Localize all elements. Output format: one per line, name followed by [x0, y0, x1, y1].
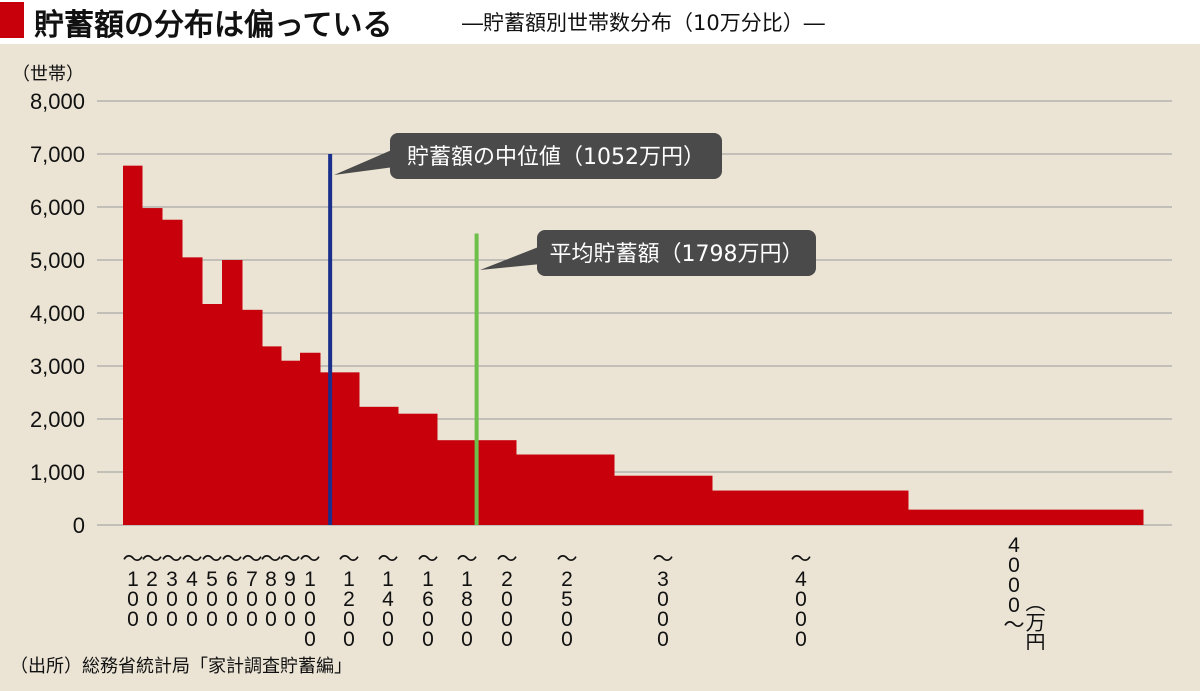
histogram-bar: [614, 475, 713, 525]
x-tick-label: 〜 4 0 0: [182, 548, 203, 631]
callout-box: [390, 133, 722, 179]
y-tick-labels: 0 1,000 2,000 3,000 4,000 5,000 6,000 7,000 8,00…: [30, 89, 85, 538]
x-tick-label: 4 0 0 0 〜: [1004, 534, 1025, 637]
y-tick-label: 6,000: [30, 195, 85, 220]
histogram-bar: [477, 440, 517, 525]
x-tick-label: 〜 9 0 0: [280, 548, 301, 631]
histogram-bar: [398, 413, 438, 525]
x-tick-label: 〜 2 0 0: [142, 548, 163, 631]
x-tick-label: 〜 5 0 0: [202, 548, 223, 631]
title-marker: [0, 2, 24, 38]
annotations: 貯蓄額の中位値（1052万円） 平均貯蓄額（1798万円）: [328, 133, 816, 525]
x-tick-label: 〜 1 0 0: [123, 548, 144, 631]
x-tick-label: 〜 3 0 0 0: [653, 548, 674, 650]
y-tick-label: 1,000: [30, 460, 85, 485]
x-tick-label: 〜 1 2 0 0: [339, 548, 360, 650]
callout-label: 貯蓄額の中位値（1052万円）: [407, 145, 705, 170]
histogram-bar: [142, 208, 163, 525]
callout-label: 平均貯蓄額（1798万円）: [550, 242, 804, 267]
histogram-bar: [300, 352, 321, 525]
source-note: （出所）総務省統計局「家計調査貯蓄編」: [10, 656, 352, 677]
x-tick-label: 〜 8 0 0: [261, 548, 282, 631]
histogram-bar: [242, 309, 263, 525]
histogram-bar: [437, 440, 478, 525]
histogram-chart: （世帯） 0 1,000 2,000 3,000 4,000 5,000 6,000 7,00…: [12, 64, 1172, 650]
chart-title: 貯蓄額の分布は偏っている: [34, 8, 393, 43]
x-tick-label: 〜 1 4 0 0: [378, 548, 399, 650]
x-tick-label: 〜 6 0 0: [222, 548, 243, 631]
histogram-bar: [320, 372, 360, 525]
x-tick-label: 〜 1 6 0 0: [418, 548, 439, 650]
y-tick-label: 0: [73, 513, 85, 538]
histogram-bar: [262, 346, 282, 525]
x-tick-label: 〜 2 5 0 0: [557, 548, 578, 650]
x-tick-label: 〜 3 0 0: [162, 548, 183, 631]
histogram-bar: [182, 257, 203, 525]
header: 貯蓄額の分布は偏っている ―貯蓄額別世帯数分布（10万分比）―: [0, 0, 1200, 44]
x-tick-label: 〜 2 0 0 0: [497, 548, 518, 650]
histogram-bar: [222, 260, 243, 525]
y-axis-label: （世帯）: [12, 64, 84, 84]
histogram-bar: [281, 360, 301, 525]
histogram-bar: [908, 509, 1144, 525]
y-tick-label: 8,000: [30, 89, 85, 114]
x-tick-label: 〜 1 8 0 0: [457, 548, 478, 650]
y-tick-label: 5,000: [30, 248, 85, 273]
x-tick-labels: 〜 1 0 0〜 2 0 0〜 3 0 0〜 4 0 0〜 5 0 0〜 6 0 0〜 7 0 0〜 8 0 0〜 9 0 0〜 1 0 0…: [123, 534, 1025, 650]
y-tick-label: 4,000: [30, 301, 85, 326]
x-tick-label: 〜 1 0 0 0: [300, 548, 321, 650]
y-tick-label: 3,000: [30, 354, 85, 379]
x-tick-label: 〜 4 0 0 0: [791, 548, 812, 650]
chart-subtitle: ―貯蓄額別世帯数分布（10万分比）―: [462, 11, 825, 35]
y-tick-label: 2,000: [30, 407, 85, 432]
x-tick-label: 〜 7 0 0: [242, 548, 263, 631]
callout-box: [537, 230, 816, 276]
histogram-bar: [359, 406, 399, 525]
histogram-bar: [123, 165, 143, 525]
y-tick-label: 7,000: [30, 142, 85, 167]
bars: [123, 165, 1144, 525]
callout-tail: [334, 149, 394, 175]
histogram-bar: [516, 454, 615, 525]
histogram-bar: [202, 303, 223, 525]
x-axis-unit: （万円）: [1022, 592, 1046, 650]
histogram-bar: [162, 219, 183, 525]
histogram-bar: [712, 490, 909, 525]
callout-tail: [480, 246, 541, 270]
